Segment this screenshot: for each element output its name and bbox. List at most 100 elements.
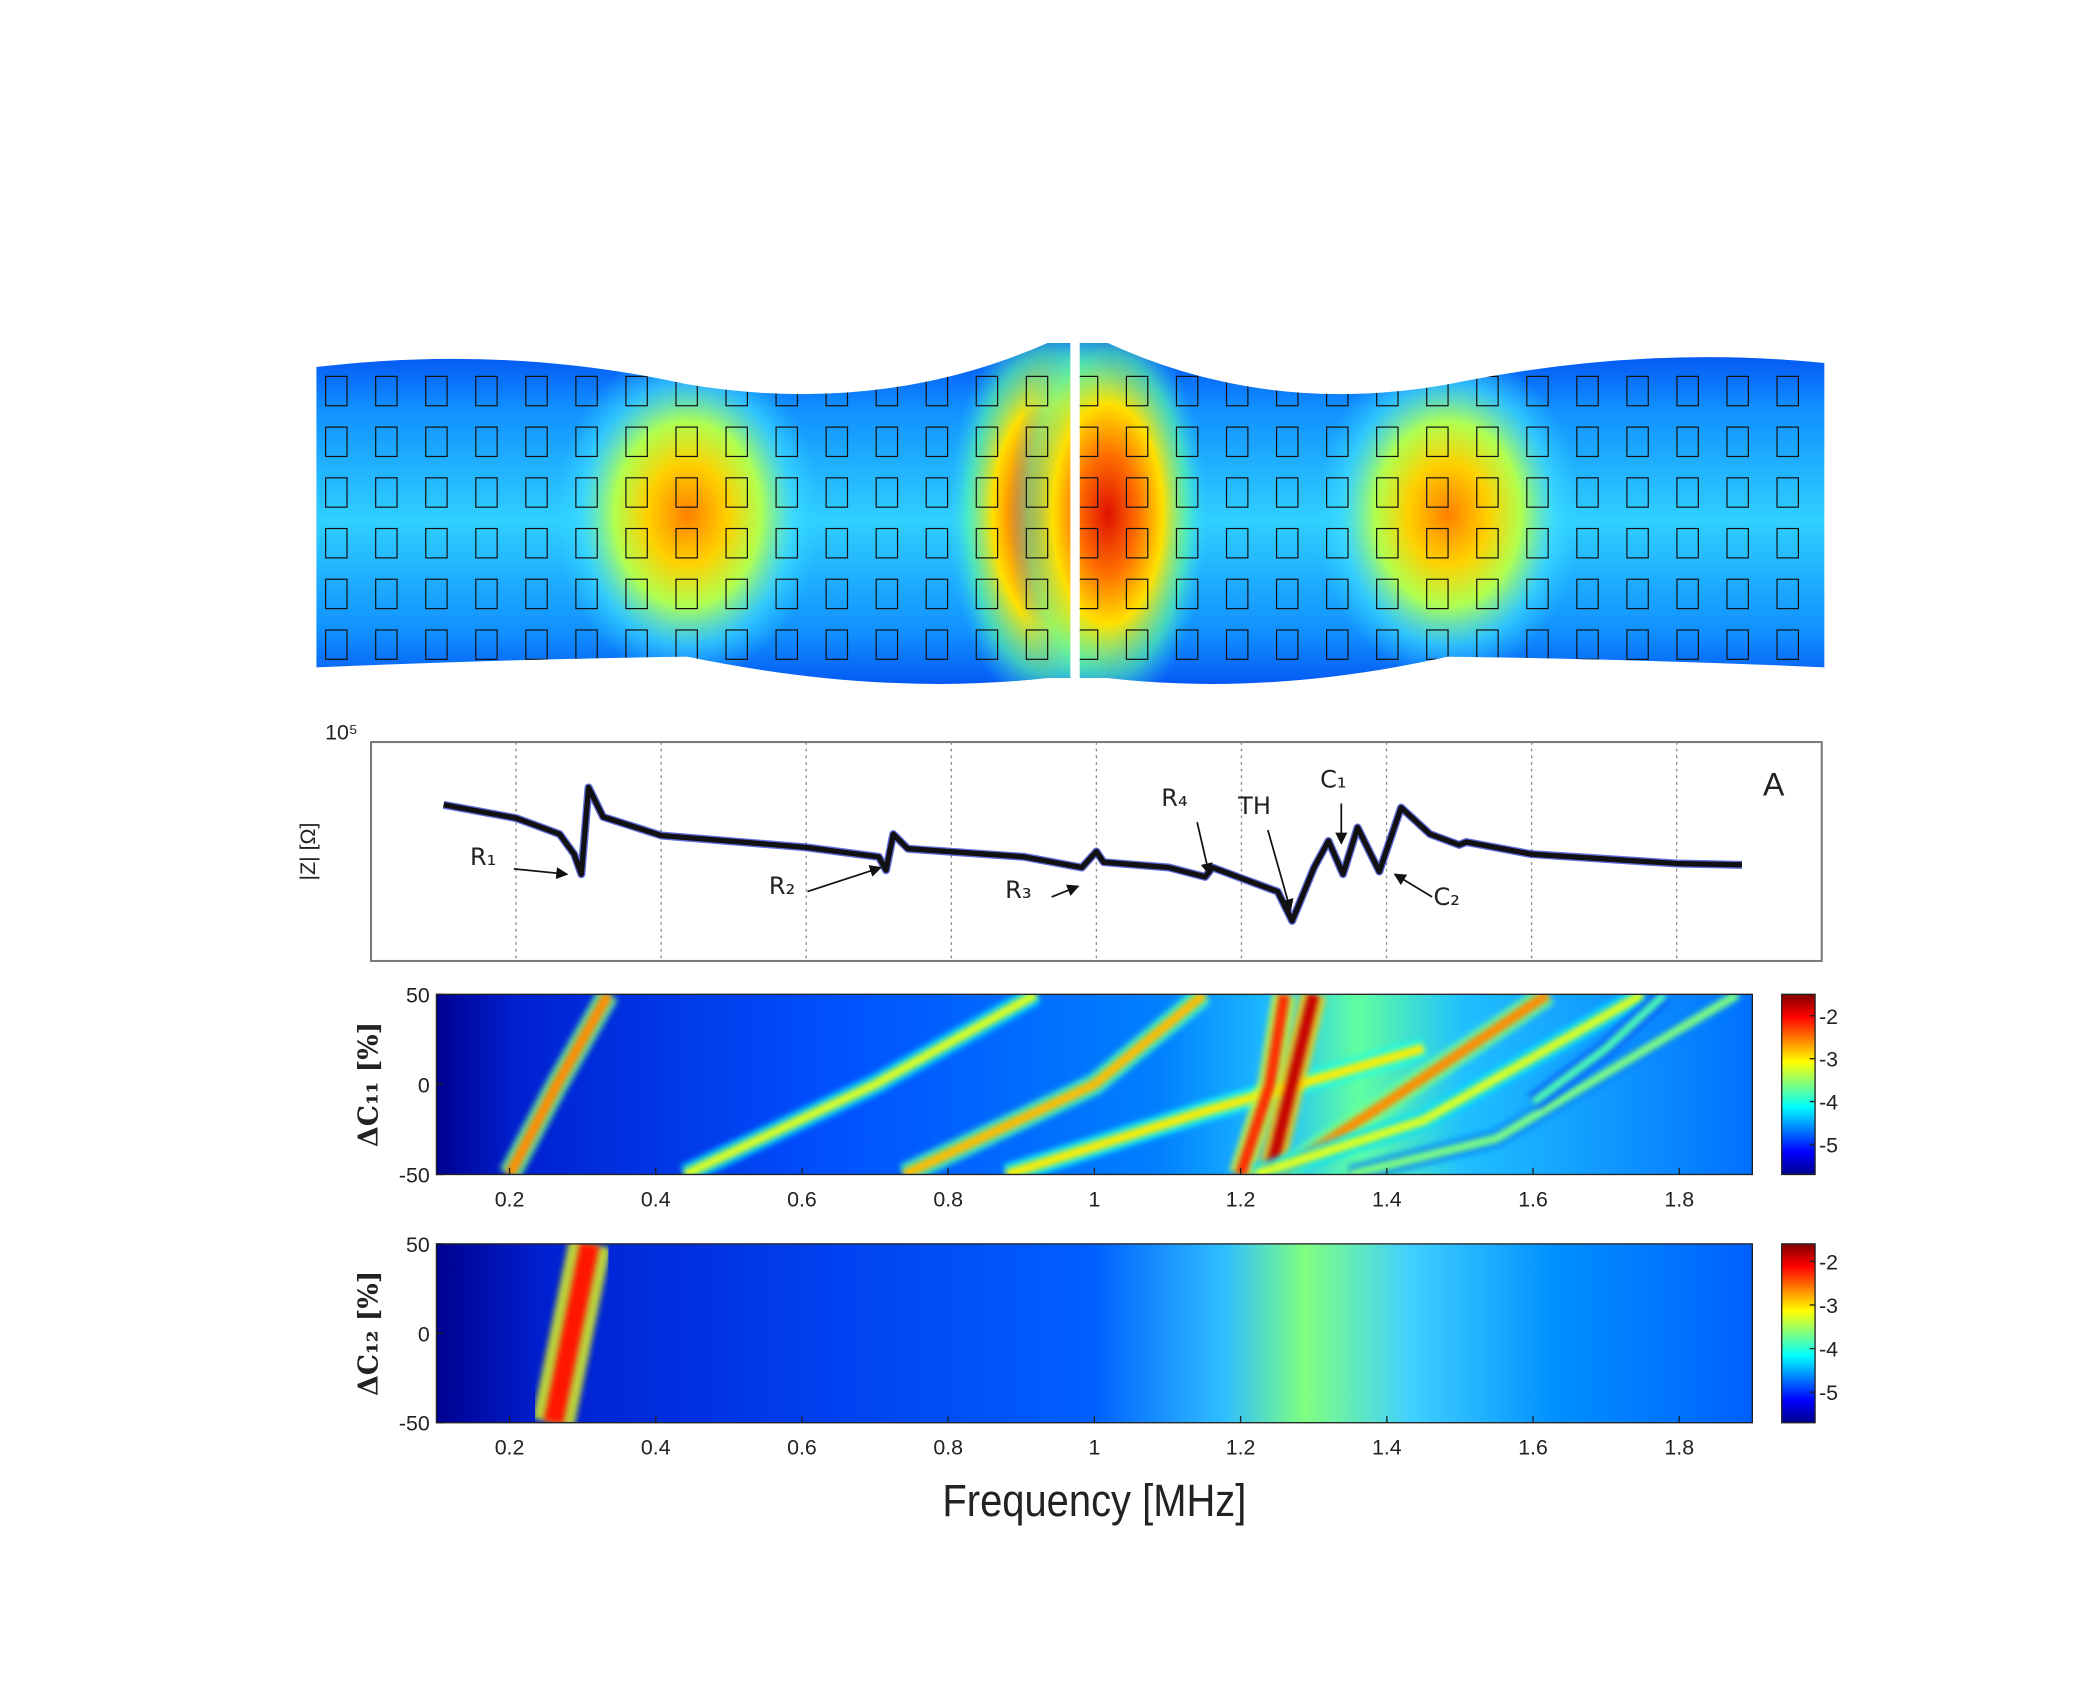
colorbar bbox=[1781, 1243, 1816, 1424]
element-outline bbox=[1326, 426, 1349, 458]
x-tick-label: 1.2 bbox=[1226, 1436, 1256, 1460]
x-axis-label: Frequency [MHz] bbox=[942, 1476, 1246, 1527]
element-outline bbox=[425, 527, 448, 559]
element-outline bbox=[1776, 629, 1799, 660]
element-outline bbox=[1576, 527, 1599, 559]
annotation-arrow bbox=[1196, 821, 1213, 876]
y-tick-label: 0 bbox=[418, 1322, 430, 1346]
element-outline bbox=[475, 375, 498, 407]
element-outline bbox=[1225, 629, 1249, 660]
element-outline bbox=[725, 426, 748, 458]
element-outline bbox=[1426, 527, 1449, 559]
element-outline bbox=[1376, 426, 1399, 458]
element-outline bbox=[1726, 629, 1749, 660]
element-outline bbox=[1275, 527, 1299, 559]
element-outline bbox=[1025, 426, 1049, 458]
element-outline bbox=[1726, 375, 1749, 407]
element-outline bbox=[375, 527, 398, 559]
element-outline bbox=[975, 375, 999, 407]
heatmap-ridges bbox=[532, 1243, 1660, 1423]
element-outline bbox=[325, 629, 348, 660]
element-outline bbox=[1576, 477, 1599, 508]
element-outline bbox=[775, 527, 799, 559]
element-outline bbox=[825, 477, 849, 508]
x-tick-label: 1.4 bbox=[1372, 1436, 1402, 1460]
element-outline bbox=[475, 527, 498, 559]
element-outline bbox=[325, 375, 348, 407]
element-outline bbox=[1376, 527, 1399, 559]
element-outline bbox=[475, 426, 498, 458]
x-tick-label: 0.2 bbox=[495, 1436, 525, 1460]
element-outline bbox=[1626, 375, 1649, 407]
element-outline bbox=[1676, 426, 1699, 458]
colorbar-tick-label: -2 bbox=[1819, 1005, 1838, 1029]
colorbar-tick-label: -5 bbox=[1819, 1133, 1838, 1157]
element-outline bbox=[525, 477, 548, 508]
x-tick-label: 1 bbox=[1088, 1436, 1100, 1460]
y-tick-label: -50 bbox=[399, 1412, 430, 1436]
element-outline bbox=[825, 527, 849, 559]
element-outline bbox=[925, 477, 949, 508]
element-outline bbox=[1426, 477, 1449, 508]
element-outline bbox=[1626, 477, 1649, 508]
element-outline bbox=[1426, 426, 1449, 458]
panel-label: A bbox=[1763, 766, 1785, 802]
element-outline bbox=[875, 527, 899, 559]
annotation-arrow bbox=[513, 867, 569, 880]
element-outline bbox=[1175, 578, 1199, 610]
element-outline bbox=[1225, 477, 1249, 508]
element-outline bbox=[525, 578, 548, 610]
mode-blob bbox=[1007, 343, 1208, 684]
mode-blob bbox=[1314, 347, 1582, 681]
element-outline bbox=[375, 477, 398, 508]
ridge bbox=[902, 994, 1208, 1175]
element-outline bbox=[675, 578, 698, 610]
y-axis-label: ΔC₁₁ [%] bbox=[354, 1022, 385, 1147]
x-tick-label: 1 bbox=[1088, 1188, 1100, 1212]
element-outline bbox=[1776, 477, 1799, 508]
element-outline bbox=[1125, 527, 1149, 559]
ridge bbox=[505, 994, 613, 1175]
x-tick-label: 1.2 bbox=[1226, 1188, 1256, 1212]
element-outline bbox=[875, 578, 899, 610]
element-outline bbox=[925, 629, 949, 660]
mode-divider bbox=[1070, 333, 1080, 701]
element-outline bbox=[1326, 578, 1349, 610]
x-tick-label: 1.4 bbox=[1372, 1188, 1402, 1212]
element-outline bbox=[1626, 527, 1649, 559]
element-outline bbox=[1526, 426, 1549, 458]
element-outline bbox=[825, 578, 849, 610]
element-outline bbox=[775, 477, 799, 508]
element-outline bbox=[1676, 578, 1699, 610]
annotation-arrow bbox=[1393, 873, 1433, 898]
element-outline bbox=[1776, 527, 1799, 559]
colorbar-tick-label: -2 bbox=[1819, 1250, 1838, 1274]
element-outline bbox=[725, 527, 748, 559]
mode-blob bbox=[553, 347, 821, 681]
element-outline bbox=[1326, 477, 1349, 508]
element-outline bbox=[1676, 375, 1699, 407]
element-outline bbox=[525, 629, 548, 660]
x-tick-label: 0.6 bbox=[787, 1188, 817, 1212]
element-outline bbox=[1676, 527, 1699, 559]
ridge bbox=[1005, 1043, 1425, 1175]
element-outline bbox=[975, 426, 999, 458]
element-outline bbox=[425, 629, 448, 660]
element-outline bbox=[1576, 375, 1599, 407]
element-outline bbox=[475, 629, 498, 660]
element-outline bbox=[1376, 477, 1399, 508]
element-outline bbox=[475, 477, 498, 508]
element-outline bbox=[1426, 578, 1449, 610]
element-outline bbox=[375, 629, 398, 660]
element-outline bbox=[1776, 578, 1799, 610]
x-tick-label: 0.8 bbox=[933, 1436, 963, 1460]
element-outline bbox=[875, 477, 899, 508]
element-outline bbox=[725, 629, 748, 660]
element-outline bbox=[575, 477, 598, 508]
ridge bbox=[1530, 994, 1668, 1106]
element-outline bbox=[1025, 578, 1049, 610]
element-outline bbox=[875, 426, 899, 458]
element-outline bbox=[1476, 426, 1499, 458]
annotation: C₂ bbox=[1434, 883, 1460, 911]
